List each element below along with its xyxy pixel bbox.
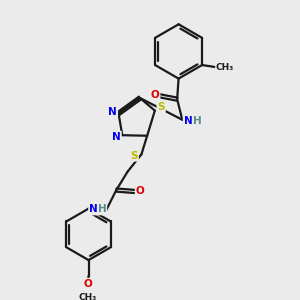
Text: H: H <box>193 116 202 126</box>
Text: S: S <box>130 151 138 161</box>
Text: N: N <box>112 132 121 142</box>
Text: H: H <box>98 205 106 214</box>
Text: N: N <box>184 116 192 126</box>
Text: O: O <box>151 90 160 100</box>
Text: S: S <box>158 102 165 112</box>
Text: O: O <box>136 187 144 196</box>
Text: O: O <box>84 279 92 289</box>
Text: CH₃: CH₃ <box>216 63 234 72</box>
Text: N: N <box>109 107 117 117</box>
Text: CH₃: CH₃ <box>79 293 97 300</box>
Text: N: N <box>89 205 98 214</box>
